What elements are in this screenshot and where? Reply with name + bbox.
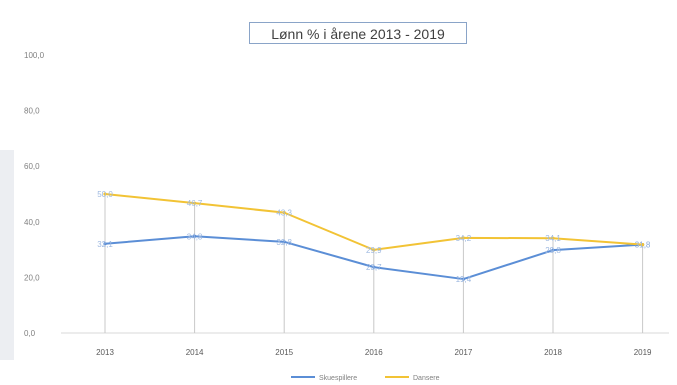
data-label: 29,9 [366,246,382,255]
y-tick-label: 40,0 [24,218,40,227]
data-label: 19,4 [456,275,472,284]
data-point [282,240,286,244]
data-point [461,277,465,281]
chart-area: 0,0 20,0 40,0 60,0 80,0 100,0 2013 2014 2015 2016… [14,0,677,385]
y-tick-label: 80,0 [24,107,40,116]
line-chart: 0,0 20,0 40,0 60,0 80,0 100,0 2013 2014 2015 2016… [24,51,669,382]
data-point [372,248,376,252]
series-line-dansere [104,193,643,251]
data-label: 32,8 [276,238,292,247]
legend-label: Skuespillere [319,375,357,382]
data-label: 50,0 [97,190,113,199]
y-tick-label: 20,0 [24,273,40,282]
y-tick-label: 0,0 [24,329,36,338]
data-point [193,234,197,238]
chart-title[interactable]: Lønn % i årene 2013 - 2019 [249,22,467,44]
x-tick-label: 2013 [96,348,114,357]
data-label: 43,3 [276,209,292,218]
x-tick-label: 2015 [275,348,293,357]
y-tick-label: 100,0 [24,51,45,60]
x-tick-label: 2016 [365,348,383,357]
left-strip-panel [0,150,14,360]
data-point [103,242,107,246]
data-point [551,236,555,240]
data-label: 46,7 [187,199,203,208]
data-label: 34,1 [545,234,561,243]
data-label: 31,8 [635,241,651,250]
data-point [282,211,286,215]
data-point [103,192,107,196]
data-label: 32,1 [97,240,113,249]
data-point [461,236,465,240]
data-point [193,201,197,205]
data-point [641,242,645,247]
x-tick-label: 2018 [544,348,562,357]
x-tick-label: 2017 [455,348,473,357]
x-tick-label: 2019 [634,348,652,357]
y-tick-label: 60,0 [24,162,40,171]
data-label: 34,2 [456,234,472,243]
data-label: 34,8 [187,232,203,241]
x-tick-label: 2014 [186,348,204,357]
data-label: 29,8 [545,246,561,255]
legend-label: Dansere [413,375,440,382]
data-point [372,265,376,269]
data-point [551,248,555,252]
data-label: 23,7 [366,263,382,272]
